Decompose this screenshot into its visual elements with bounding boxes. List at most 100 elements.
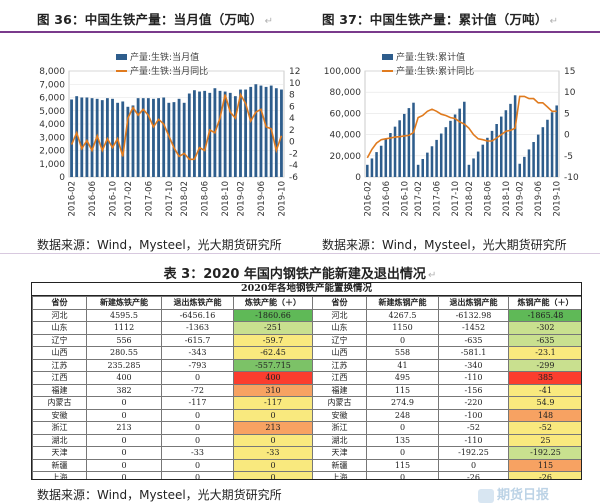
table-cell: 0 xyxy=(86,408,162,422)
bar xyxy=(421,158,425,177)
y-right-tick-label: -5 xyxy=(564,152,573,162)
bar xyxy=(541,127,545,177)
x-tick-label: 2019-02 xyxy=(236,181,246,217)
table-cell: 0 xyxy=(233,433,313,447)
table-cell: -41 xyxy=(508,383,581,397)
table-cell: 辽宁 xyxy=(312,333,367,347)
bar xyxy=(75,96,79,177)
bar xyxy=(126,106,130,177)
table-cell: -635 xyxy=(508,333,581,347)
chart36-title: 图 36：中国生铁产量：当月值（万吨） ↵ xyxy=(37,9,273,28)
table-cell: 400 xyxy=(233,371,313,385)
table-cell: -192.25 xyxy=(438,446,509,460)
table-cell: 0 xyxy=(366,446,439,460)
bar xyxy=(228,92,232,177)
table-cell: -251 xyxy=(233,321,313,335)
x-tick-label: 2017-10 xyxy=(165,181,175,217)
table-cell: -52 xyxy=(508,421,581,435)
table-cell: -33 xyxy=(233,446,313,460)
x-tick-label: 2018-02 xyxy=(465,181,475,217)
table-cell: 25 xyxy=(508,433,581,447)
x-tick-label: 2018-10 xyxy=(221,181,231,217)
table-cell: 115 xyxy=(508,458,581,472)
bar xyxy=(393,126,397,177)
bar xyxy=(136,98,140,177)
bar xyxy=(453,114,457,177)
capacity-table: 2020年各地钢铁产能置换情况 省份 新建炼铁产能 退出炼铁产能 炼铁产能（＋） 省份新… xyxy=(31,282,582,480)
bar xyxy=(254,84,258,177)
table-cell: 江苏 xyxy=(312,358,367,372)
table-cell: 安徽 xyxy=(32,408,87,422)
table-cell: 上海 xyxy=(32,471,87,479)
bar xyxy=(280,89,283,177)
table3-title: 表 3：2020 年国内钢铁产能新建及退出情况 ↵ xyxy=(0,263,600,282)
table-cell: 0 xyxy=(366,421,439,435)
table-cell: 0 xyxy=(161,371,234,385)
table-row: 江西 400 0 400 江西 495 -110 385 xyxy=(32,371,581,385)
bar xyxy=(495,124,498,177)
bar xyxy=(80,97,84,177)
y-left-tick-label: 40,000 xyxy=(330,131,362,141)
table-cell: 115 xyxy=(366,383,439,397)
table-cell: -1363 xyxy=(161,321,234,335)
bar xyxy=(85,97,89,177)
bar xyxy=(504,110,508,177)
table-cell: -52 xyxy=(438,421,509,435)
bar xyxy=(430,146,434,177)
y-right-tick-label: -2 xyxy=(289,149,298,159)
table-row: 浙江 213 0 213 浙江 0 -52 -52 xyxy=(32,421,581,435)
table-row: 新疆 0 0 0 新疆 115 0 115 xyxy=(32,458,581,472)
bar xyxy=(162,97,166,177)
table-cell: 江西 xyxy=(312,371,367,385)
bar xyxy=(370,158,374,177)
x-tick-label: 2019-10 xyxy=(277,181,287,217)
table-cell: 福建 xyxy=(312,383,367,397)
chart36-source: 数据来源：Wind，Mysteel，光大期货研究所 xyxy=(37,238,282,252)
table-cell: -340 xyxy=(438,358,509,372)
column-header: 新建炼钢产能 xyxy=(366,296,439,310)
x-tick-label: 2018-02 xyxy=(180,181,190,217)
bar xyxy=(366,164,369,177)
table-cell: 0 xyxy=(233,458,313,472)
bar xyxy=(523,156,526,177)
table-cell: 274.9 xyxy=(366,396,439,410)
bar xyxy=(509,103,512,177)
bar xyxy=(167,102,171,177)
table-cell: 0 xyxy=(161,408,234,422)
table-cell: 0 xyxy=(86,433,162,447)
table-cell: 556 xyxy=(86,333,162,347)
table-cell: 福建 xyxy=(32,383,87,397)
table-cell: -33 xyxy=(161,446,234,460)
table-cell: 0 xyxy=(366,471,439,479)
bar xyxy=(90,98,94,177)
bar xyxy=(439,133,443,177)
y-right-tick-label: 5 xyxy=(564,109,570,119)
column-header: 省份 xyxy=(32,296,87,310)
table-cell: -59.7 xyxy=(233,333,313,347)
table-cell: 1112 xyxy=(86,321,162,335)
header-rule xyxy=(0,31,600,33)
bar xyxy=(486,137,489,177)
bar xyxy=(198,91,201,177)
x-tick-label: 2019-02 xyxy=(516,181,526,217)
bar xyxy=(177,98,181,177)
bar xyxy=(481,144,485,177)
bar xyxy=(467,164,471,177)
chart37-title: 图 37：中国生铁产量：累计值（万吨） ↵ xyxy=(322,9,558,28)
x-tick-label: 2019-10 xyxy=(553,181,563,217)
table-cell: -302 xyxy=(508,321,581,335)
table-cell: 浙江 xyxy=(32,421,87,435)
table-cell: 0 xyxy=(86,446,162,460)
source-rule xyxy=(0,253,600,254)
bar xyxy=(208,92,212,177)
bar xyxy=(131,105,135,177)
table-cell: -26 xyxy=(508,471,581,479)
table-cell: -156 xyxy=(438,383,509,397)
table-cell: 上海 xyxy=(312,471,367,479)
table-cell: -23.1 xyxy=(508,346,581,360)
table-cell: -1865.48 xyxy=(508,308,581,322)
y-left-tick-label: 0 xyxy=(355,173,361,183)
table-row: 湖北 0 0 0 湖北 135 -110 25 xyxy=(32,433,581,447)
table-cell: -110 xyxy=(438,433,509,447)
table-cell: 235.285 xyxy=(86,358,162,372)
